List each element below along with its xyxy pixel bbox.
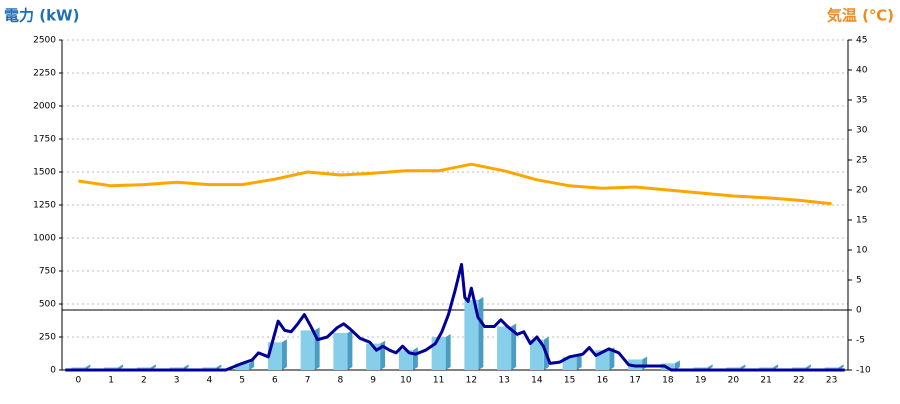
x-tick-label: 12	[466, 376, 477, 386]
line	[65, 262, 845, 372]
x-tick-label: 17	[629, 376, 640, 386]
y-axis-title: 電力 (kW)	[4, 7, 79, 25]
x-tick-label: 9	[370, 376, 376, 386]
bar	[300, 330, 315, 370]
x-tick-label: 11	[433, 376, 444, 386]
x-tick-label: 1	[108, 376, 114, 386]
x-tick-label: 0	[76, 376, 82, 386]
x-tick-label: 16	[597, 376, 609, 386]
y-tick-label: 500	[39, 300, 56, 310]
bar-side	[674, 360, 680, 370]
y-tick-label: 1000	[33, 234, 56, 244]
x-tick-label: 23	[826, 376, 837, 386]
x-tick-label: 3	[174, 376, 180, 386]
y2-tick-label: 20	[856, 186, 868, 196]
y2-tick-label: 10	[856, 246, 868, 256]
x-tick-label: 7	[305, 376, 311, 386]
y2-tick-label: 15	[856, 216, 867, 226]
y-tick-label: 2250	[33, 69, 56, 79]
x-tick-label: 13	[498, 376, 509, 386]
y-tick-label: 250	[39, 333, 56, 343]
y2-tick-label: -5	[856, 336, 865, 346]
bar-side	[478, 297, 484, 370]
x-tick-label: 20	[728, 376, 740, 386]
bar-side	[445, 334, 451, 370]
bar	[497, 326, 512, 370]
x-tick-label: 8	[338, 376, 344, 386]
y-tick-label: 0	[50, 366, 56, 376]
y-tick-label: 750	[39, 267, 56, 277]
bar	[464, 300, 479, 370]
x-tick-label: 10	[400, 376, 412, 386]
x-tick-label: 15	[564, 376, 575, 386]
bar	[333, 333, 348, 370]
y2-tick-label: 5	[856, 276, 862, 286]
y-tick-label: 2000	[33, 102, 56, 112]
bar-side	[609, 347, 615, 370]
line	[78, 162, 832, 206]
bar	[529, 339, 544, 370]
y2-tick-label: 30	[856, 126, 868, 136]
y2-tick-label: 35	[856, 96, 867, 106]
x-tick-label: 14	[531, 376, 543, 386]
bar	[398, 350, 413, 370]
bar-side	[249, 360, 255, 370]
bar-side	[281, 339, 287, 370]
y2-tick-label: -10	[856, 366, 871, 376]
bar	[431, 337, 446, 370]
bar-side	[642, 356, 648, 370]
bar	[235, 363, 250, 370]
x-tick-label: 4	[207, 376, 213, 386]
y2-tick-label: 25	[856, 156, 867, 166]
x-tick-label: 2	[141, 376, 147, 386]
bar-side	[511, 323, 517, 370]
x-tick-label: 6	[272, 376, 278, 386]
x-tick-label: 5	[239, 376, 245, 386]
y-tick-label: 1750	[33, 135, 56, 145]
bar-side	[576, 353, 582, 370]
x-tick-label: 21	[760, 376, 771, 386]
y2-tick-label: 45	[856, 36, 867, 46]
x-tick-label: 18	[662, 376, 674, 386]
bar-side	[412, 347, 418, 370]
y2-tick-label: 40	[856, 66, 868, 76]
x-tick-label: 19	[695, 376, 707, 386]
y-tick-label: 1250	[33, 201, 56, 211]
y-tick-label: 1500	[33, 168, 56, 178]
x-tick-label: 22	[793, 376, 804, 386]
y2-tick-label: 0	[856, 306, 862, 316]
y2-axis-title: 気温 (℃)	[827, 7, 894, 25]
bar-side	[347, 330, 353, 370]
y-tick-label: 2500	[33, 36, 56, 46]
